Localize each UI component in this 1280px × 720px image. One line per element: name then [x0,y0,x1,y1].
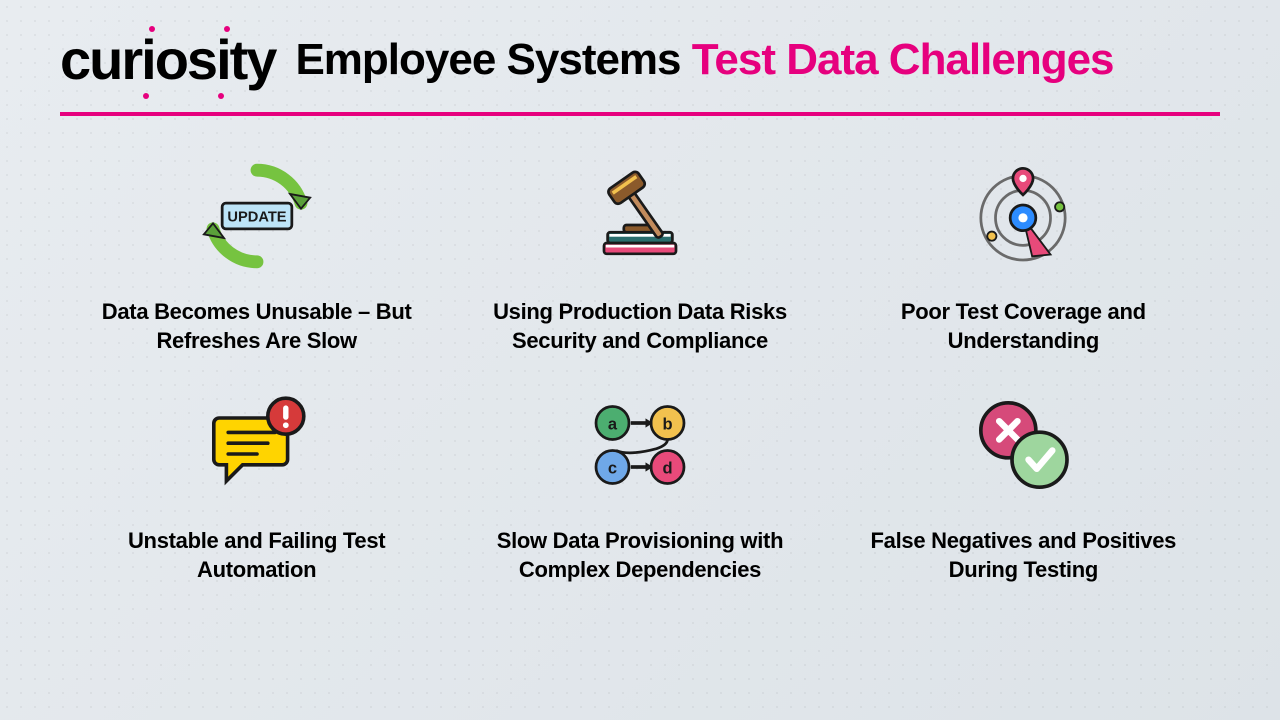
svg-text:b: b [662,416,672,434]
update-cycle-icon: UPDATE [197,156,317,276]
challenge-card: Using Production Data Risks Security and… [463,156,816,355]
gavel-book-icon [580,156,700,276]
node-flow-icon: a b c d [580,385,700,505]
svg-text:a: a [608,416,618,434]
challenge-label: Unstable and Failing Test Automation [97,527,417,584]
challenge-label: Poor Test Coverage and Understanding [863,298,1183,355]
chat-alert-icon [197,385,317,505]
challenges-grid: UPDATE Data Becomes Unusable – But Refre… [0,116,1280,584]
challenge-label: Slow Data Provisioning with Complex Depe… [480,527,800,584]
challenge-card: False Negatives and Positives During Tes… [847,385,1200,584]
challenge-card: a b c d Slow Data Provisioning with Comp… [463,385,816,584]
header: curiosity Employee Systems Test Data Cha… [0,0,1280,104]
challenge-label: False Negatives and Positives During Tes… [863,527,1183,584]
svg-text:d: d [662,460,672,478]
challenge-label: Using Production Data Risks Security and… [480,298,800,355]
brand-logo: curiosity [60,32,275,88]
svg-text:UPDATE: UPDATE [227,210,286,226]
challenge-label: Data Becomes Unusable – But Refreshes Ar… [97,298,417,355]
challenge-card: Unstable and Failing Test Automation [80,385,433,584]
challenge-card: Poor Test Coverage and Understanding [847,156,1200,355]
svg-text:c: c [608,460,617,478]
title-accent: Test Data Challenges [692,35,1114,84]
challenge-card: UPDATE Data Becomes Unusable – But Refre… [80,156,433,355]
radar-target-icon [963,156,1083,276]
page-title: Employee Systems Test Data Challenges [295,35,1113,85]
x-check-icon [963,385,1083,505]
title-main: Employee Systems [295,35,691,84]
